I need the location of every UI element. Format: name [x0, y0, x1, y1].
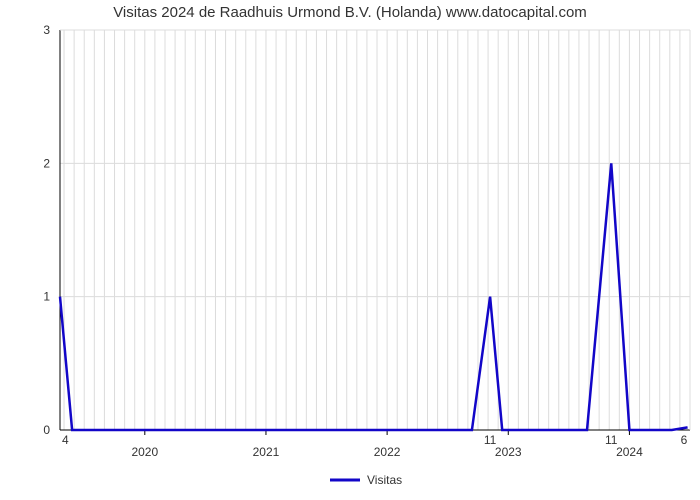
x-tick-label: 11 [605, 433, 618, 447]
x-major-label: 2021 [253, 445, 280, 459]
x-major-label: 2024 [616, 445, 643, 459]
y-tick-label: 1 [43, 290, 50, 304]
x-tick-label: 4 [62, 433, 69, 447]
x-tick-label: 6 [681, 433, 688, 447]
y-tick-label: 3 [43, 23, 50, 37]
legend-label: Visitas [367, 473, 402, 487]
x-major-label: 2023 [495, 445, 522, 459]
line-chart: 012342020202120222023202411116Visitas [0, 0, 700, 500]
y-tick-label: 2 [43, 156, 50, 170]
x-tick-label: 11 [484, 433, 497, 447]
x-major-label: 2022 [374, 445, 401, 459]
chart-container: Visitas 2024 de Raadhuis Urmond B.V. (Ho… [0, 0, 700, 500]
x-major-label: 2020 [131, 445, 158, 459]
y-tick-label: 0 [43, 423, 50, 437]
